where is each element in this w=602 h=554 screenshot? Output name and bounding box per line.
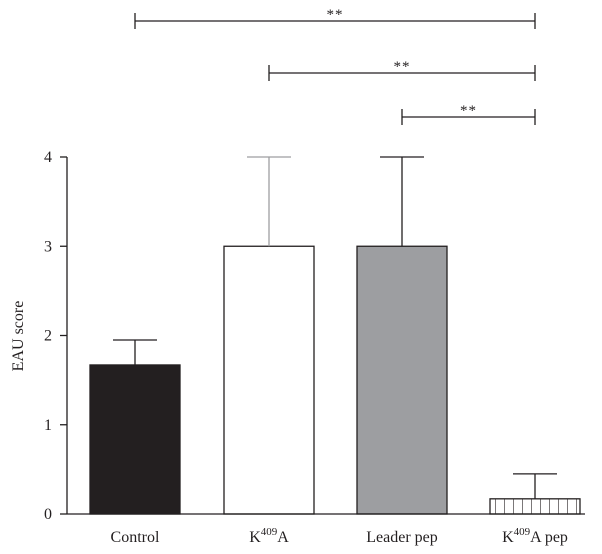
error-bars-group [113,156,557,499]
x-category-label-2: Leader pep [366,529,438,546]
x-category-label-1: K409A [249,526,289,546]
y-tick-label-0: 0 [44,506,52,523]
significance-label-0: ** [327,7,344,23]
x-category-label-0: Control [111,529,160,546]
x-category-label-3: K409A pep [502,526,568,546]
y-tick-label-4: 4 [44,149,52,166]
bar-2 [356,245,448,515]
bar-0 [89,364,181,515]
x-axis-category-labels: Control K409A Leader pep K409A pep [111,526,568,546]
significance-brackets: ** ** ** [134,7,536,125]
y-axis-label: EAU score [10,301,27,372]
y-tick-label-3: 3 [44,238,52,255]
y-axis-ticks: 0 1 2 3 4 [44,149,67,523]
bar-3 [489,498,581,515]
y-tick-label-2: 2 [44,328,52,345]
bars-group [89,245,581,515]
y-tick-label-1: 1 [44,417,52,434]
significance-label-1: ** [394,59,411,75]
bar-1 [223,245,315,515]
significance-label-2: ** [460,103,477,119]
axes-group [66,157,585,515]
